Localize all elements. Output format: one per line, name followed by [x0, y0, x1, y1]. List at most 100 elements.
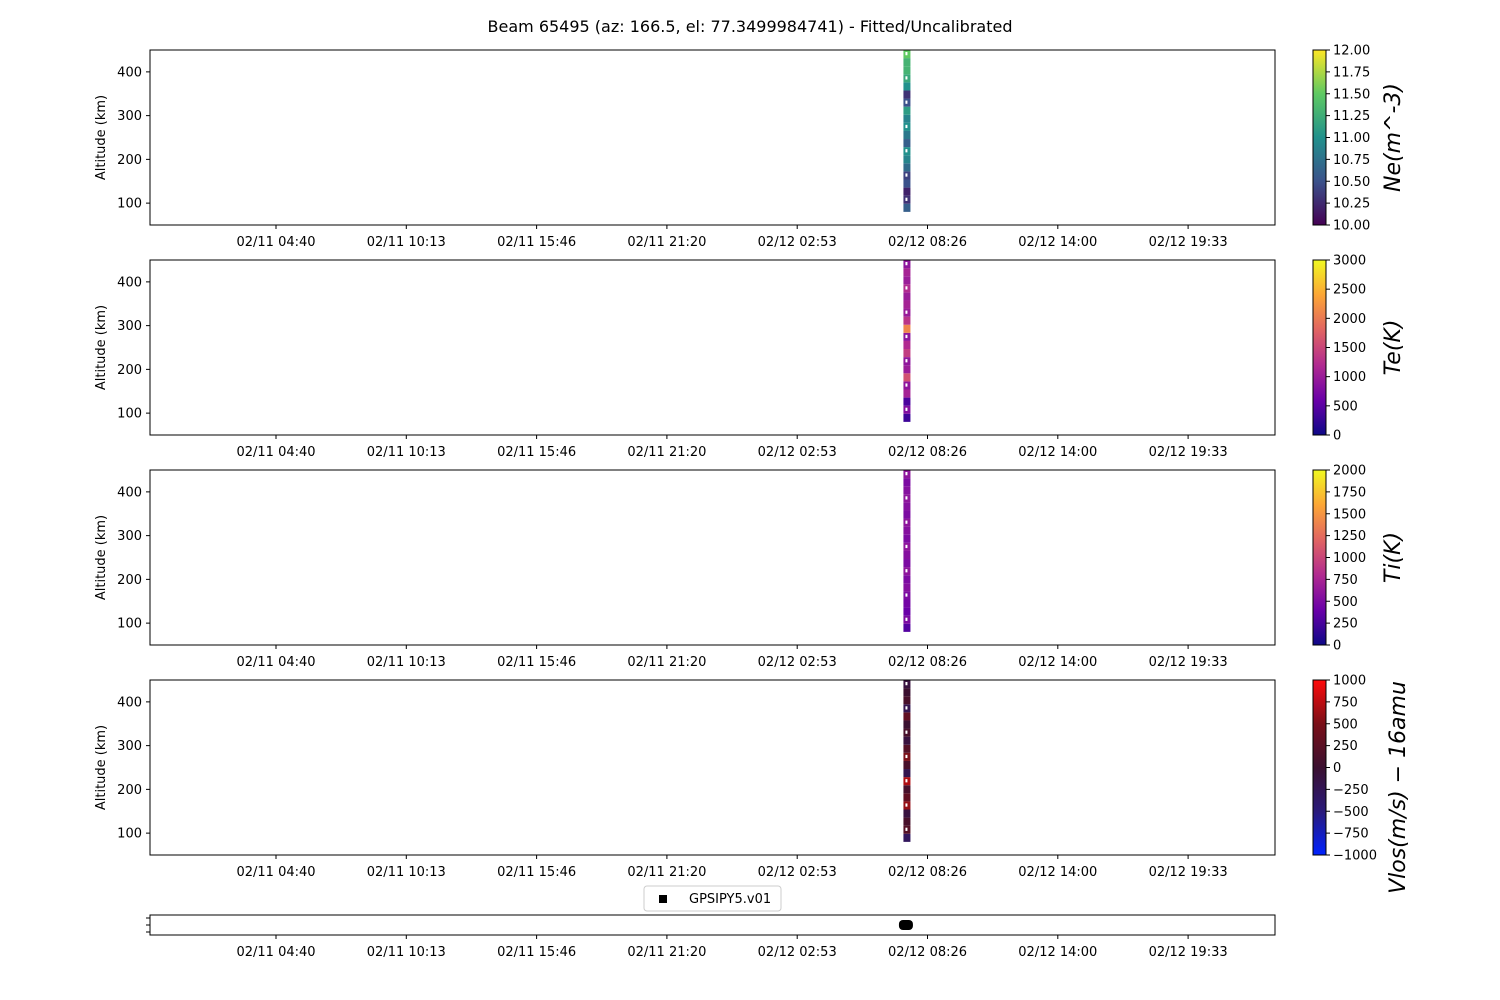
data-cell — [903, 58, 911, 67]
data-cell — [903, 90, 911, 99]
data-gap — [905, 569, 908, 573]
data-cell — [903, 793, 911, 802]
data-gap — [905, 262, 908, 266]
legend-marker — [659, 895, 667, 903]
data-cell — [903, 397, 911, 406]
strip-frame — [149, 914, 1276, 936]
colorbar-tick-label: 1500 — [1333, 507, 1366, 522]
y-tick-label: 100 — [117, 197, 142, 212]
data-gap — [905, 173, 908, 177]
data-cell — [903, 292, 911, 301]
colorbar-tick-label: 250 — [1333, 617, 1358, 632]
colorbar-tick-label: 0 — [1333, 639, 1341, 654]
data-cell — [903, 712, 911, 721]
data-cell — [903, 769, 911, 778]
data-cell — [903, 268, 911, 277]
x-tick-label: 02/12 14:00 — [1018, 445, 1097, 460]
data-cell — [903, 340, 911, 350]
colorbar-tick-label: 1500 — [1333, 341, 1366, 356]
data-gap — [905, 359, 908, 363]
legend-box — [643, 885, 782, 912]
y-axis-label: Altitude (km) — [94, 515, 109, 600]
colorbar-tick-label: 12.00 — [1333, 44, 1370, 59]
y-tick-label: 100 — [117, 407, 142, 422]
data-gap — [905, 779, 908, 783]
colorbar-tick-label: −250 — [1333, 783, 1369, 798]
data-cell — [903, 688, 911, 697]
y-tick-label: 400 — [117, 485, 142, 500]
colorbar-label: Ne(m^-3) — [1381, 83, 1406, 192]
colorbar-tick-label: 750 — [1333, 573, 1358, 588]
legend-label: GPSIPY5.v01 — [689, 892, 771, 907]
colorbar-tick-label: 2000 — [1333, 464, 1366, 479]
plot-frame — [149, 679, 1276, 856]
colorbar-tick-label: 1000 — [1333, 551, 1366, 566]
data-gap — [905, 124, 908, 129]
x-tick-label: 02/11 21:20 — [627, 235, 706, 250]
colorbar-tick-label: 10.25 — [1333, 197, 1370, 212]
colorbar-tick-label: 11.75 — [1333, 65, 1370, 80]
colorbar-tick-label: −500 — [1333, 805, 1369, 820]
data-cell — [903, 720, 911, 729]
instrument-marker — [898, 920, 913, 930]
data-cell — [903, 66, 911, 75]
data-cell — [903, 559, 911, 568]
colorbar-tick-label: 11.50 — [1333, 87, 1370, 102]
data-cell — [903, 82, 911, 91]
data-gap — [905, 617, 908, 621]
plot-frame — [149, 469, 1276, 646]
y-tick-label: 100 — [117, 617, 142, 632]
colorbar — [1312, 679, 1327, 856]
data-cell — [903, 179, 911, 188]
colorbar-tick-label: 2000 — [1333, 312, 1366, 327]
data-gap — [905, 730, 908, 734]
x-tick-label: 02/12 19:33 — [1149, 445, 1228, 460]
data-gap — [905, 593, 908, 597]
data-cell — [903, 744, 911, 753]
colorbar-tick-label: 500 — [1333, 717, 1358, 732]
colorbar-label: Te(K) — [1381, 320, 1406, 376]
data-cell — [903, 607, 911, 616]
colorbar-tick-label: 10.75 — [1333, 153, 1370, 168]
plot-frame — [149, 49, 1276, 226]
data-cell — [903, 502, 911, 511]
x-tick-label: 02/11 10:13 — [367, 235, 446, 250]
data-cell — [903, 389, 911, 398]
x-tick-label: 02/11 04:40 — [236, 945, 315, 960]
x-tick-label: 02/12 02:53 — [758, 445, 837, 460]
colorbar-tick-label: 1250 — [1333, 529, 1366, 544]
data-gap — [905, 383, 908, 387]
data-cell — [903, 817, 911, 826]
data-gap — [905, 334, 908, 339]
data-cell — [903, 130, 911, 140]
data-cell — [903, 106, 911, 115]
data-gap — [905, 197, 908, 201]
y-tick-label: 100 — [117, 827, 142, 842]
data-cell — [903, 203, 911, 212]
colorbar-tick-label: 250 — [1333, 739, 1358, 754]
panel-vlos: 100 200 300 400 Altitude (km) 02/11 04:40 02/1… — [94, 674, 1411, 894]
data-cell — [903, 696, 911, 705]
x-tick-label: 02/12 19:33 — [1149, 655, 1228, 670]
data-gap — [905, 520, 908, 524]
y-tick-label: 400 — [117, 65, 142, 80]
data-gap — [905, 803, 908, 807]
data-cell — [903, 139, 911, 148]
data-gap — [905, 827, 908, 831]
data-gap — [905, 52, 908, 56]
chart-title: Beam 65495 (az: 166.5, el: 77.3499984741… — [487, 17, 1013, 36]
x-tick-label: 02/11 04:40 — [236, 865, 315, 880]
data-cell — [903, 324, 911, 333]
colorbar-tick-label: −750 — [1333, 827, 1369, 842]
x-tick-label: 02/11 10:13 — [367, 655, 446, 670]
data-cell — [903, 373, 911, 382]
x-tick-label: 02/12 02:53 — [758, 655, 837, 670]
colorbar-label: Vlos(m/s) − 16amu — [1386, 681, 1411, 894]
plot-frame — [149, 259, 1276, 436]
panel-te: 100 200 300 400 Altitude (km) 02/11 04:40 02/1… — [94, 254, 1406, 461]
data-cell — [903, 114, 911, 123]
x-tick-label: 02/12 08:26 — [888, 445, 967, 460]
data-cell — [903, 276, 911, 285]
data-gap — [905, 76, 908, 80]
